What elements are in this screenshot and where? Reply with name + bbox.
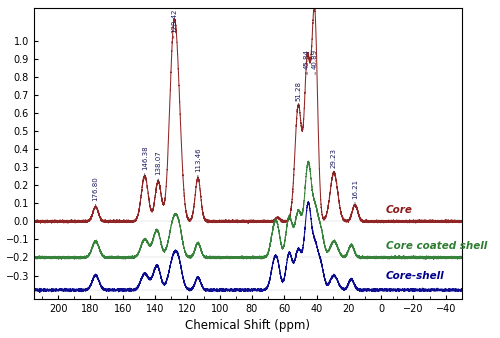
Text: 146.38: 146.38 — [142, 145, 148, 170]
Text: 128.42: 128.42 — [171, 8, 177, 32]
Text: Core-shell: Core-shell — [386, 270, 444, 281]
X-axis label: Chemical Shift (ppm): Chemical Shift (ppm) — [186, 319, 310, 333]
Text: 138.07: 138.07 — [155, 150, 161, 175]
Text: 51.28: 51.28 — [296, 81, 302, 101]
Text: 176.80: 176.80 — [92, 176, 98, 200]
Text: Core: Core — [386, 204, 413, 215]
Text: 40.89: 40.89 — [312, 49, 318, 69]
Text: Core coated shell: Core coated shell — [386, 241, 488, 251]
Text: 113.46: 113.46 — [195, 147, 201, 172]
Text: 29.23: 29.23 — [331, 148, 337, 168]
Text: 16.21: 16.21 — [352, 178, 358, 199]
Text: 45.84: 45.84 — [304, 49, 310, 69]
